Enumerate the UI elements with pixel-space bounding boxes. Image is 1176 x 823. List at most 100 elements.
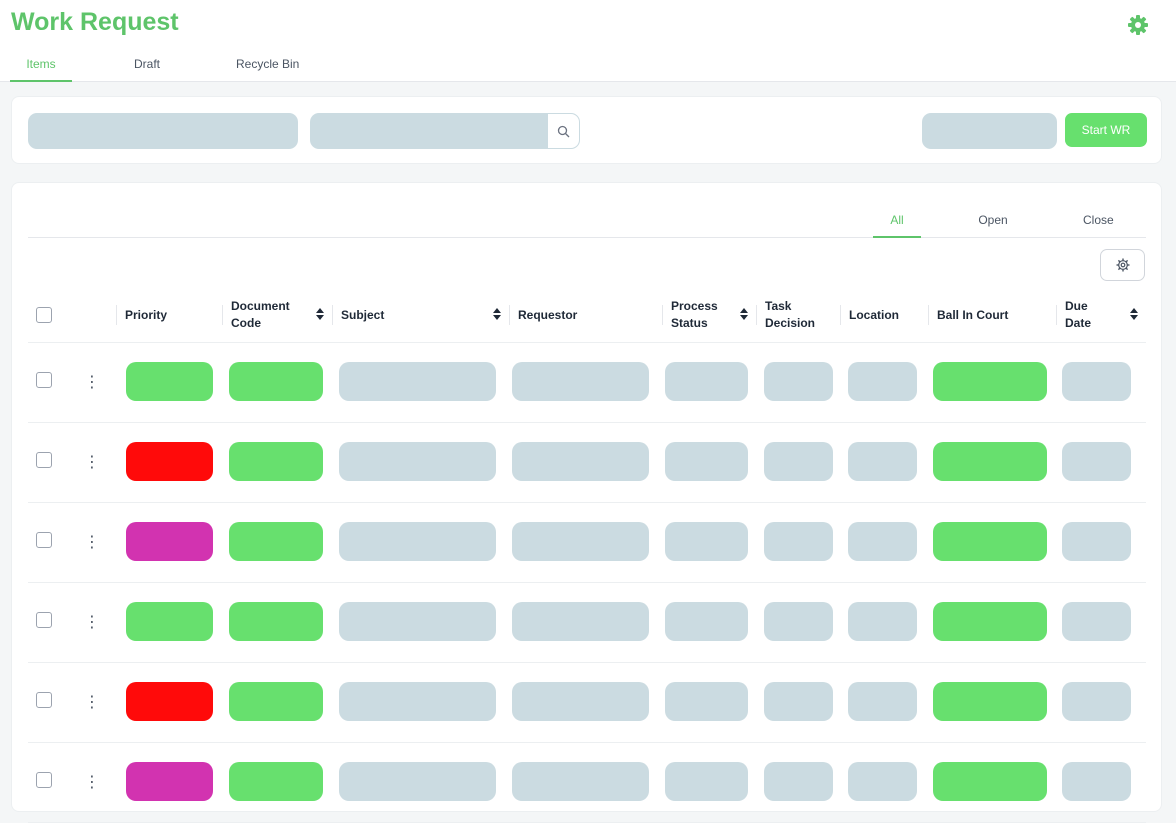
column-ball-in-court: Ball In Court: [928, 287, 1056, 343]
kebab-icon[interactable]: ⋮: [84, 374, 100, 391]
table-row[interactable]: ⋮: [28, 423, 1146, 503]
kebab-icon[interactable]: ⋮: [84, 534, 100, 551]
table-row[interactable]: ⋮: [28, 583, 1146, 663]
ball-in-court-cell: [933, 762, 1047, 801]
requestor-cell: [512, 762, 649, 801]
document-code-cell: [229, 682, 323, 721]
kebab-icon[interactable]: ⋮: [84, 774, 100, 791]
document-code-cell: [229, 602, 323, 641]
subject-cell: [339, 442, 496, 481]
table-row[interactable]: ⋮: [28, 503, 1146, 583]
task-decision-cell: [764, 362, 833, 401]
sort-icon[interactable]: [740, 308, 748, 320]
tab-draft[interactable]: Draft: [134, 57, 161, 71]
requestor-cell: [512, 522, 649, 561]
process-status-cell: [665, 362, 748, 401]
select-all-checkbox[interactable]: [36, 307, 52, 323]
location-cell: [848, 522, 917, 561]
task-decision-cell: [764, 602, 833, 641]
subject-cell: [339, 522, 496, 561]
table-row[interactable]: ⋮: [28, 743, 1146, 823]
due-date-cell: [1062, 682, 1131, 721]
due-date-cell: [1062, 362, 1131, 401]
start-wr-button[interactable]: Start WR: [1065, 113, 1147, 147]
status-tabs: All Open Close: [28, 201, 1146, 238]
task-decision-cell: [764, 522, 833, 561]
due-date-cell: [1062, 602, 1131, 641]
requestor-cell: [512, 362, 649, 401]
sort-icon[interactable]: [316, 308, 324, 320]
subject-cell: [339, 362, 496, 401]
column-priority: Priority: [116, 287, 222, 343]
status-tab-all[interactable]: All: [873, 213, 921, 238]
document-code-cell: [229, 762, 323, 801]
process-status-cell: [665, 522, 748, 561]
ball-in-court-cell: [933, 602, 1047, 641]
table-header: Priority Document Code Subject Requestor…: [28, 287, 1146, 343]
row-checkbox[interactable]: [36, 532, 52, 548]
document-code-cell: [229, 442, 323, 481]
row-checkbox[interactable]: [36, 372, 52, 388]
kebab-icon[interactable]: ⋮: [84, 454, 100, 471]
row-checkbox[interactable]: [36, 452, 52, 468]
column-location: Location: [840, 287, 928, 343]
task-decision-cell: [764, 682, 833, 721]
priority-cell: [126, 762, 213, 801]
search-button[interactable]: [547, 113, 580, 149]
page-tabs: Items Draft Recycle Bin: [10, 50, 316, 82]
status-tab-open[interactable]: Open: [978, 213, 1008, 227]
process-status-cell: [665, 762, 748, 801]
row-checkbox[interactable]: [36, 612, 52, 628]
column-settings-button[interactable]: [1100, 249, 1145, 281]
process-status-cell: [665, 602, 748, 641]
column-document-code[interactable]: Document Code: [222, 287, 332, 343]
filter-bar: Start WR: [11, 96, 1162, 164]
sort-icon[interactable]: [1130, 308, 1138, 320]
ball-in-court-cell: [933, 682, 1047, 721]
kebab-icon[interactable]: ⋮: [84, 694, 100, 711]
subject-cell: [339, 682, 496, 721]
location-cell: [848, 602, 917, 641]
priority-cell: [126, 682, 213, 721]
filter-select[interactable]: [922, 113, 1057, 149]
subject-cell: [339, 602, 496, 641]
row-checkbox[interactable]: [36, 772, 52, 788]
location-cell: [848, 362, 917, 401]
column-due-date[interactable]: Due Date: [1056, 287, 1146, 343]
ball-in-court-cell: [933, 522, 1047, 561]
priority-cell: [126, 442, 213, 481]
task-decision-cell: [764, 762, 833, 801]
table-row[interactable]: ⋮: [28, 663, 1146, 743]
requestor-cell: [512, 682, 649, 721]
page-title: Work Request: [11, 8, 179, 36]
column-process-status[interactable]: Process Status: [662, 287, 756, 343]
priority-cell: [126, 362, 213, 401]
due-date-cell: [1062, 442, 1131, 481]
header: Work Request Items Draft Recycle Bin: [0, 0, 1176, 82]
filter-dropdown[interactable]: [28, 113, 298, 149]
table-row[interactable]: ⋮: [28, 343, 1146, 423]
priority-cell: [126, 602, 213, 641]
due-date-cell: [1062, 762, 1131, 801]
subject-cell: [339, 762, 496, 801]
tab-items[interactable]: Items: [10, 50, 72, 82]
search-box: [310, 113, 580, 149]
gear-icon[interactable]: [1126, 13, 1150, 37]
sort-icon[interactable]: [493, 308, 501, 320]
status-tab-close[interactable]: Close: [1083, 213, 1114, 227]
column-subject[interactable]: Subject: [332, 287, 509, 343]
task-decision-cell: [764, 442, 833, 481]
due-date-cell: [1062, 522, 1131, 561]
process-status-cell: [665, 682, 748, 721]
kebab-icon[interactable]: ⋮: [84, 614, 100, 631]
search-icon: [557, 125, 570, 137]
row-checkbox[interactable]: [36, 692, 52, 708]
requestor-cell: [512, 442, 649, 481]
tab-recycle-bin[interactable]: Recycle Bin: [236, 57, 300, 71]
location-cell: [848, 442, 917, 481]
search-input[interactable]: [310, 113, 547, 149]
column-requestor: Requestor: [509, 287, 662, 343]
process-status-cell: [665, 442, 748, 481]
ball-in-court-cell: [933, 362, 1047, 401]
requestor-cell: [512, 602, 649, 641]
